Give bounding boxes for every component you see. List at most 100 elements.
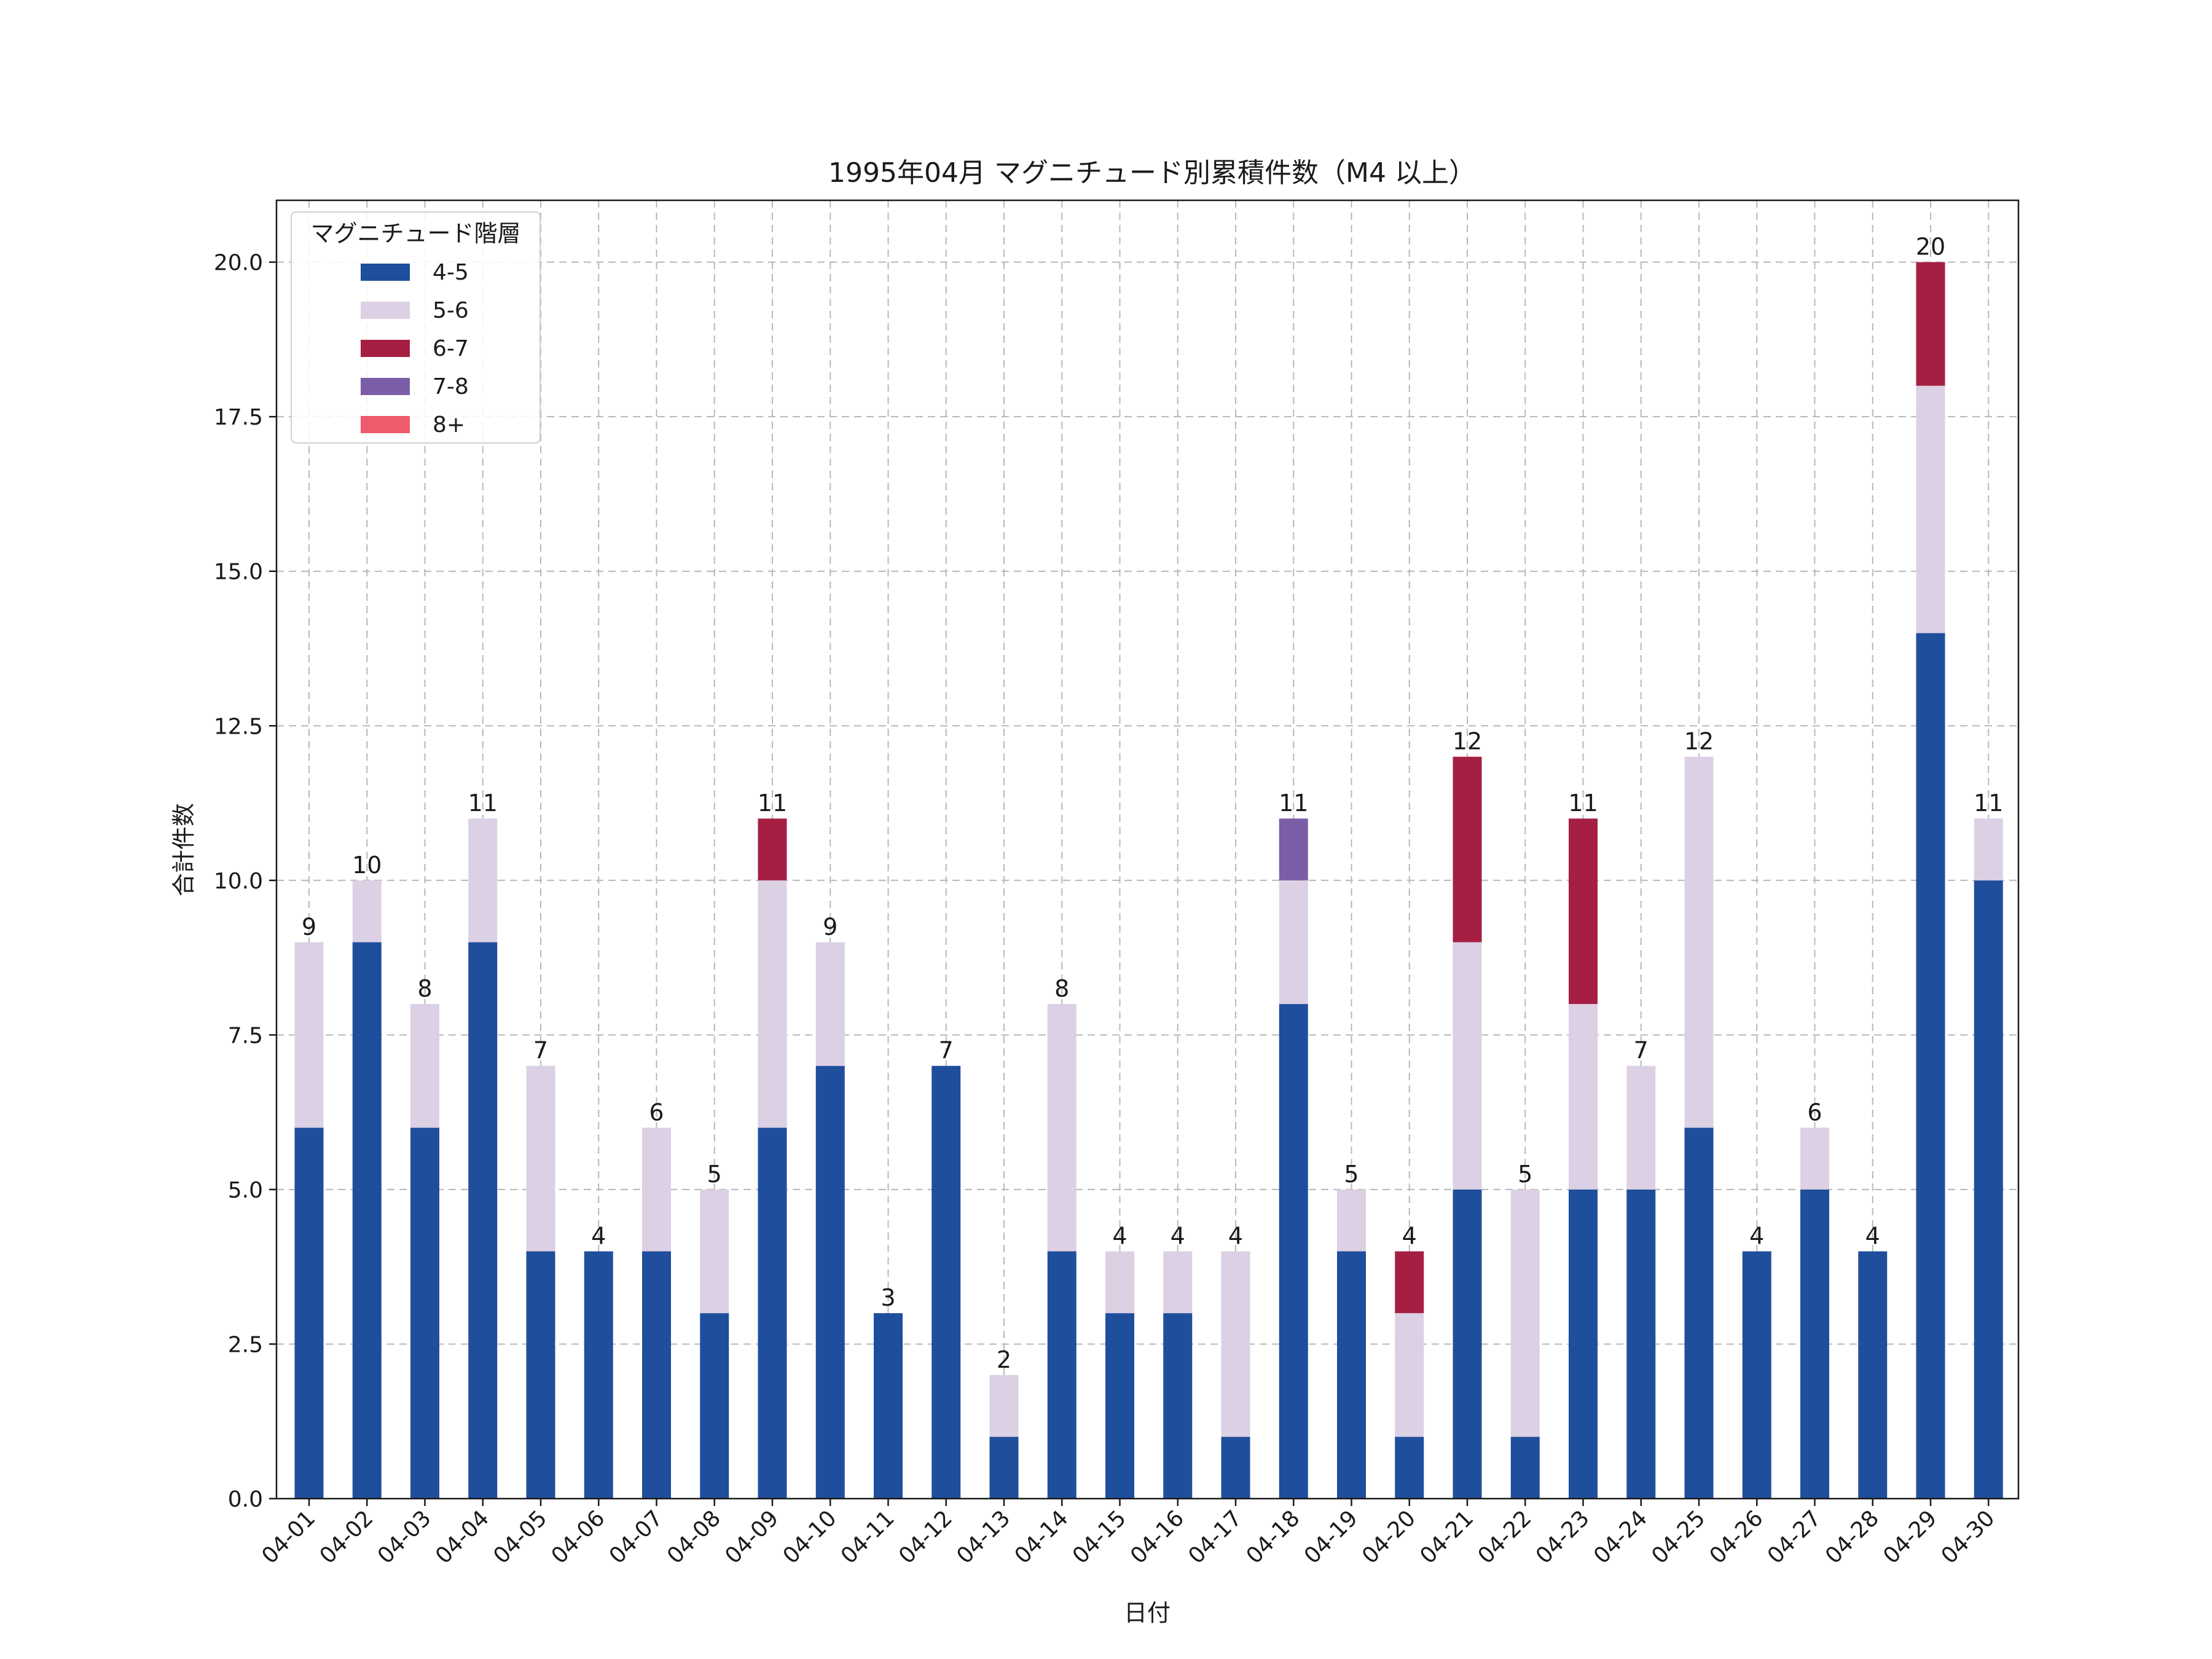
bar-segment-5-6-04-07 bbox=[642, 1128, 671, 1252]
bar-total-label: 9 bbox=[302, 913, 316, 940]
x-axis-label: 日付 bbox=[1124, 1599, 1171, 1626]
bar-segment-5-6-04-24 bbox=[1626, 1065, 1656, 1190]
legend-label-5-6: 5-6 bbox=[433, 298, 469, 323]
y-axis: 0.0 2.5 5.0 7.5 10.0 12.5 15.0 17.5 20.0 bbox=[214, 251, 276, 1512]
x-tick-label: 04-07 bbox=[605, 1505, 668, 1569]
bar-total-label: 11 bbox=[1568, 790, 1598, 817]
y-tick-label: 20.0 bbox=[214, 251, 263, 276]
x-tick-label: 04-28 bbox=[1821, 1505, 1884, 1569]
bar-segment-5-6-04-25 bbox=[1684, 756, 1714, 1128]
x-tick-label: 04-24 bbox=[1589, 1505, 1652, 1569]
bar-segment-4-5-04-29 bbox=[1916, 633, 1945, 1499]
x-tick-label: 04-14 bbox=[1010, 1505, 1073, 1569]
bar-segment-5-6-04-14 bbox=[1047, 1004, 1077, 1252]
totals-layer: 9 10 8 11 7 4 6 5 11 9 3 7 2 8 4 4 4 11 5 4 12 5 11 7 12 4 6 4 20 11 bbox=[302, 233, 2004, 1373]
bar-total-label: 11 bbox=[468, 790, 498, 817]
bar-segment-5-6-04-29 bbox=[1916, 385, 1945, 633]
bar-total-label: 6 bbox=[649, 1099, 664, 1126]
bar-total-label: 4 bbox=[1865, 1223, 1880, 1250]
bar-total-label: 7 bbox=[533, 1037, 548, 1064]
bar-segment-6-7-04-20 bbox=[1395, 1251, 1424, 1314]
bar-total-label: 10 bbox=[352, 852, 382, 879]
chart-title: 1995年04月 マグニチュード別累積件数（M4 以上） bbox=[828, 157, 1476, 189]
y-tick-label: 7.5 bbox=[228, 1023, 263, 1048]
bar-segment-4-5-04-26 bbox=[1742, 1251, 1771, 1499]
y-tick-label: 17.5 bbox=[214, 405, 263, 430]
bar-segment-5-6-04-18 bbox=[1279, 880, 1308, 1005]
legend-box bbox=[291, 211, 541, 444]
bar-segment-4-5-04-04 bbox=[468, 942, 498, 1499]
bar-segment-4-5-04-19 bbox=[1337, 1251, 1366, 1499]
y-axis-label: 合計件数 bbox=[170, 803, 197, 896]
bar-segment-4-5-04-13 bbox=[989, 1437, 1019, 1499]
y-tick-label: 10.0 bbox=[214, 869, 263, 894]
bar-total-label: 4 bbox=[591, 1223, 606, 1250]
bar-segment-4-5-04-05 bbox=[526, 1251, 555, 1499]
bar-total-label: 4 bbox=[1171, 1223, 1185, 1250]
legend-swatch-5-6 bbox=[361, 302, 410, 319]
y-tick-label: 15.0 bbox=[214, 560, 263, 585]
bar-total-label: 20 bbox=[1916, 233, 1945, 261]
x-tick-label: 04-12 bbox=[894, 1505, 957, 1569]
x-tick-label: 04-05 bbox=[488, 1505, 552, 1569]
bar-segment-5-6-04-16 bbox=[1163, 1251, 1193, 1314]
bar-total-label: 8 bbox=[417, 975, 432, 1002]
x-tick-label: 04-22 bbox=[1473, 1505, 1537, 1569]
bar-segment-5-6-04-03 bbox=[410, 1004, 439, 1128]
bar-total-label: 6 bbox=[1807, 1099, 1822, 1126]
bar-segment-5-6-04-02 bbox=[352, 880, 382, 943]
bar-segment-5-6-04-05 bbox=[526, 1065, 555, 1252]
bar-segment-4-5-04-27 bbox=[1800, 1189, 1829, 1499]
bar-total-label: 12 bbox=[1453, 728, 1482, 755]
legend-label-7-8: 7-8 bbox=[433, 374, 469, 399]
x-tick-label: 04-02 bbox=[315, 1505, 378, 1569]
x-tick-label: 04-01 bbox=[257, 1505, 320, 1569]
x-tick-label: 04-20 bbox=[1357, 1505, 1421, 1569]
bar-segment-5-6-04-23 bbox=[1569, 1004, 1598, 1190]
x-tick-label: 04-06 bbox=[547, 1505, 610, 1569]
x-tick-label: 04-13 bbox=[952, 1505, 1015, 1569]
y-tick-label: 5.0 bbox=[228, 1178, 263, 1203]
bar-total-label: 5 bbox=[1518, 1161, 1532, 1188]
bar-segment-6-7-04-23 bbox=[1569, 818, 1598, 1005]
bar-segment-6-7-04-21 bbox=[1453, 756, 1482, 943]
bar-segment-5-6-04-30 bbox=[1974, 818, 2003, 880]
bar-segment-4-5-04-08 bbox=[700, 1313, 729, 1499]
bar-segment-5-6-04-20 bbox=[1395, 1313, 1424, 1437]
bar-total-label: 5 bbox=[1344, 1161, 1359, 1188]
legend-label-4-5: 4-5 bbox=[433, 260, 469, 285]
x-tick-label: 04-30 bbox=[1937, 1505, 2000, 1569]
x-tick-label: 04-25 bbox=[1647, 1505, 1710, 1569]
bar-segment-4-5-04-10 bbox=[815, 1065, 845, 1499]
bar-segment-4-5-04-16 bbox=[1163, 1313, 1193, 1499]
y-tick-label: 2.5 bbox=[228, 1332, 263, 1357]
bar-segment-5-6-04-10 bbox=[815, 942, 845, 1066]
bar-segment-6-7-04-09 bbox=[758, 818, 787, 880]
x-tick-label: 04-04 bbox=[431, 1505, 494, 1569]
bar-total-label: 11 bbox=[1974, 790, 2003, 817]
legend-title: マグニチュード階層 bbox=[310, 220, 520, 247]
bar-total-label: 7 bbox=[1634, 1037, 1649, 1064]
bar-segment-5-6-04-22 bbox=[1510, 1189, 1540, 1437]
x-tick-label: 04-26 bbox=[1705, 1505, 1768, 1569]
bar-total-label: 5 bbox=[707, 1161, 722, 1188]
bar-total-label: 8 bbox=[1054, 975, 1069, 1002]
x-tick-label: 04-29 bbox=[1878, 1505, 1942, 1569]
bar-segment-4-5-04-03 bbox=[410, 1128, 439, 1499]
x-tick-label: 04-19 bbox=[1300, 1505, 1363, 1569]
plot-frame bbox=[275, 199, 2020, 1500]
bar-segment-4-5-04-07 bbox=[642, 1251, 671, 1499]
x-tick-label: 04-18 bbox=[1242, 1505, 1305, 1569]
bar-segment-5-6-04-01 bbox=[294, 942, 324, 1128]
bar-segment-4-5-04-20 bbox=[1395, 1437, 1424, 1499]
bar-segment-5-6-04-08 bbox=[700, 1189, 729, 1314]
bar-total-label: 3 bbox=[880, 1284, 895, 1311]
bar-segment-4-5-04-22 bbox=[1510, 1437, 1540, 1499]
bar-total-label: 4 bbox=[1112, 1223, 1127, 1250]
x-tick-label: 04-09 bbox=[720, 1505, 783, 1569]
x-tick-label: 04-08 bbox=[662, 1505, 726, 1569]
bar-segment-4-5-04-30 bbox=[1974, 880, 2003, 1499]
bar-segment-4-5-04-23 bbox=[1569, 1189, 1598, 1499]
x-tick-label: 04-17 bbox=[1183, 1505, 1247, 1569]
